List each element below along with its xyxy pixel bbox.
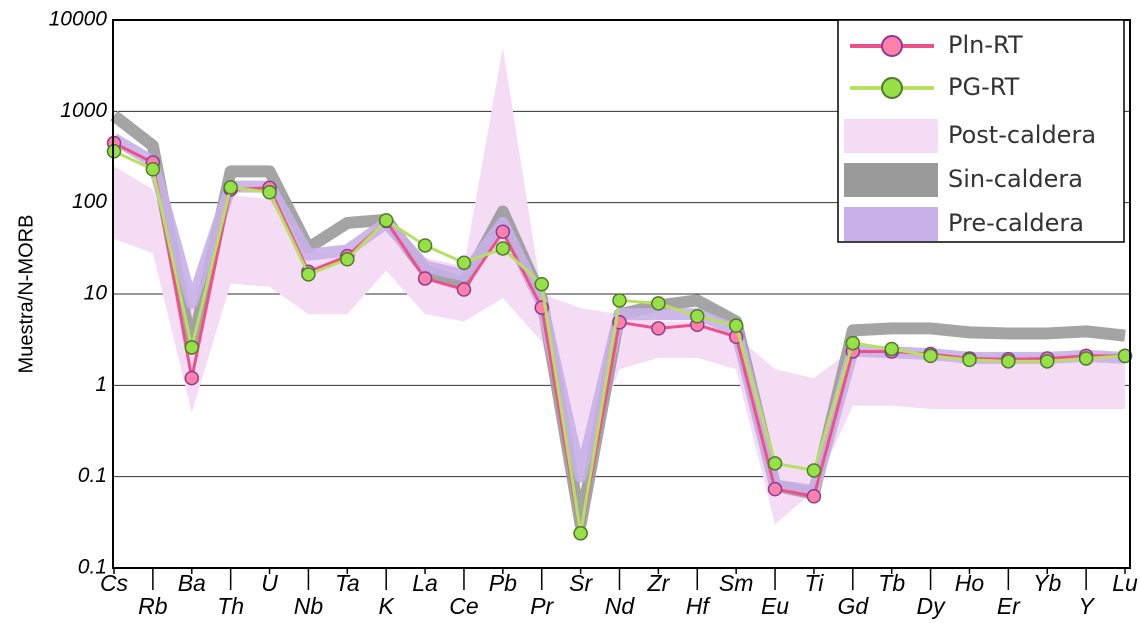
marker bbox=[495, 224, 511, 240]
x-tick-label: Ce bbox=[449, 593, 478, 619]
marker bbox=[301, 267, 316, 282]
marker bbox=[223, 180, 238, 195]
x-tick-label: Ho bbox=[955, 570, 985, 596]
marker bbox=[456, 282, 472, 297]
legend-swatch bbox=[844, 119, 938, 153]
x-tick-label: Gd bbox=[837, 593, 869, 619]
marker bbox=[651, 321, 666, 336]
marker bbox=[651, 296, 666, 311]
x-tick-label: Yb bbox=[1033, 570, 1061, 596]
x-tick-label: Nb bbox=[294, 593, 324, 619]
x-tick-label: Y bbox=[1078, 593, 1095, 619]
x-tick-label: Er bbox=[997, 593, 1021, 619]
y-tick-label: 10 bbox=[84, 282, 108, 305]
marker bbox=[534, 276, 549, 292]
y-tick-label: 100 bbox=[72, 190, 107, 213]
legend-label: PG-RT bbox=[948, 73, 1020, 101]
x-tick-label: Zr bbox=[647, 570, 671, 596]
marker bbox=[573, 526, 588, 541]
legend-marker bbox=[881, 35, 903, 57]
marker bbox=[1039, 354, 1055, 369]
marker bbox=[612, 293, 627, 308]
y-tick-label: 0.1 bbox=[78, 556, 107, 579]
marker bbox=[962, 352, 977, 368]
x-tick-label: Ti bbox=[804, 570, 824, 596]
marker bbox=[417, 271, 433, 286]
marker bbox=[806, 489, 822, 504]
x-tick-label: Sm bbox=[719, 570, 754, 596]
marker bbox=[378, 213, 394, 228]
x-tick-label: Sr bbox=[569, 570, 593, 596]
legend-swatch bbox=[844, 207, 938, 241]
x-tick-label: Tb bbox=[878, 570, 905, 596]
x-tick-label: U bbox=[261, 570, 278, 596]
plot-frame bbox=[112, 19, 1131, 569]
legend-label: Pre-caldera bbox=[948, 209, 1084, 237]
x-tick-label: Pr bbox=[530, 593, 554, 619]
marker bbox=[1117, 348, 1133, 364]
marker bbox=[262, 185, 277, 200]
marker bbox=[417, 238, 433, 253]
x-tick-label: Nd bbox=[605, 593, 636, 619]
marker bbox=[923, 348, 938, 364]
legend-label: Sin-caldera bbox=[948, 165, 1083, 193]
marker bbox=[340, 252, 355, 267]
marker bbox=[1001, 354, 1016, 369]
legend-swatch bbox=[844, 163, 938, 197]
marker bbox=[1078, 351, 1094, 366]
marker bbox=[184, 340, 200, 355]
y-tick-label: 1 bbox=[95, 373, 107, 396]
marker bbox=[884, 341, 899, 357]
x-tick-label: Ba bbox=[178, 570, 206, 596]
legend-marker bbox=[881, 77, 903, 99]
marker bbox=[145, 162, 161, 177]
marker bbox=[767, 481, 783, 497]
x-tick-label: Cs bbox=[100, 570, 129, 596]
marker bbox=[806, 463, 822, 478]
marker bbox=[495, 241, 511, 256]
legend-label: Pln-RT bbox=[948, 31, 1023, 59]
y-axis-label: Muestra/N-MORB bbox=[15, 215, 37, 374]
marker bbox=[456, 255, 472, 270]
x-tick-label: Th bbox=[217, 593, 244, 619]
marker bbox=[767, 456, 783, 471]
x-tick-label: Rb bbox=[138, 593, 168, 619]
post-caldera-area bbox=[114, 47, 1125, 525]
marker bbox=[845, 335, 861, 351]
legend-label: Post-caldera bbox=[948, 121, 1096, 149]
x-tick-label: Ta bbox=[335, 570, 360, 596]
x-tick-label: La bbox=[412, 570, 438, 596]
x-tick-label: Dy bbox=[917, 593, 947, 619]
x-tick-label: Lu bbox=[1112, 570, 1138, 596]
marker bbox=[184, 370, 200, 386]
y-tick-label: 10000 bbox=[49, 8, 108, 31]
x-tick-label: Hf bbox=[686, 593, 712, 619]
marker bbox=[728, 318, 744, 333]
x-tick-label: Pb bbox=[489, 570, 517, 596]
y-tick-label: 0.1 bbox=[78, 464, 107, 487]
y-tick-label: 1000 bbox=[60, 99, 107, 122]
x-tick-label: K bbox=[379, 593, 396, 619]
marker bbox=[690, 309, 705, 324]
x-tick-label: Eu bbox=[761, 593, 789, 619]
